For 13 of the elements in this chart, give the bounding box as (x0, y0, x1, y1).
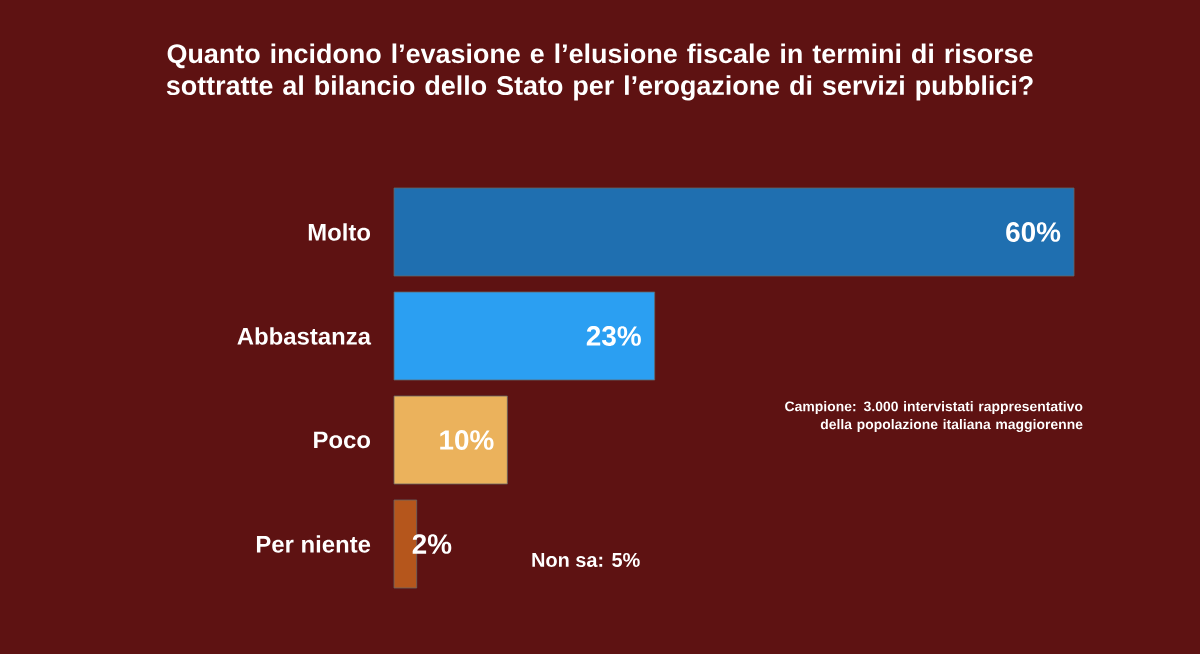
y-tick-label: Abbastanza (237, 327, 372, 345)
chart-title: Quanto incidono l’evasione e l’elusione fiscale in termini di risorse sottratte al bilancio dello Stato per l’erogazione di servizi pubblici? (166, 43, 1033, 101)
data-label: 60% (1006, 222, 1061, 242)
y-tick-label: Molto (308, 223, 371, 241)
bar (393, 187, 1075, 277)
data-label: 23% (586, 326, 641, 346)
data-label: 2% (412, 534, 452, 554)
y-tick-label: Per niente (256, 535, 371, 553)
annotation: Non sa: 5% (532, 552, 640, 568)
y-tick-label: Poco (314, 431, 371, 449)
bar (393, 291, 656, 381)
bar (393, 395, 508, 485)
data-label: 10% (440, 430, 494, 450)
